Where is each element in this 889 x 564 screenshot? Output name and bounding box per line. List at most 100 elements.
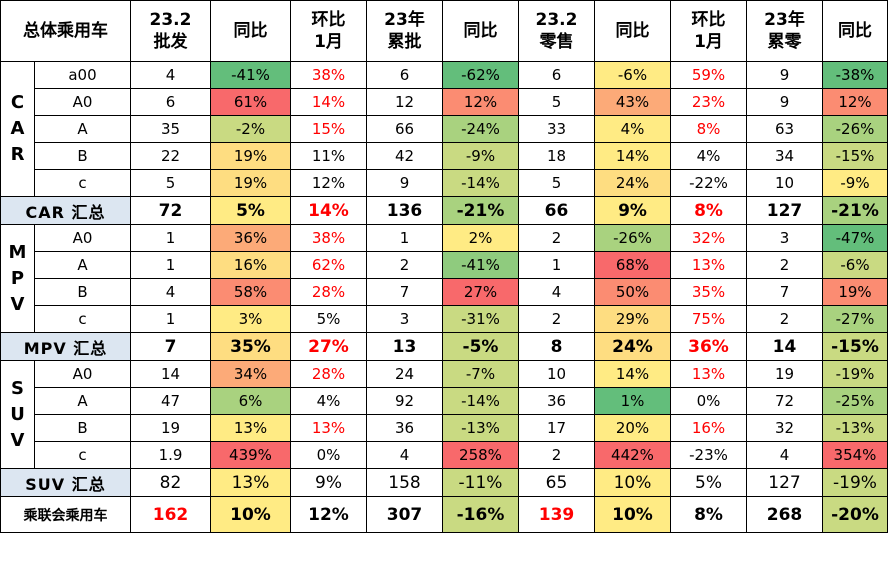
header-retail-mom: 环比 1月 <box>670 0 747 62</box>
cell-cum-wholesale: 2 <box>366 251 443 279</box>
segment-type: A0 <box>34 88 131 116</box>
cell-cum-retail-yoy: 354% <box>822 441 888 469</box>
cell-retail-mom: 13% <box>670 251 747 279</box>
cell-retail-yoy: 4% <box>594 115 671 143</box>
cell-wholesale-yoy: 58% <box>210 278 291 306</box>
passenger-car-sales-table: 总体乘用车 23.2 批发 同比 环比 1月 23年 累批 同比 23.2 零售… <box>0 0 888 533</box>
cell-cum-retail: 7 <box>746 278 823 306</box>
cell-wholesale-yoy: 34% <box>210 360 291 388</box>
cell-cum-retail-yoy: -27% <box>822 305 888 333</box>
cell-retail: 2 <box>518 305 595 333</box>
cell-retail-yoy: 1% <box>594 387 671 415</box>
table-row: A0 6 61% 14% 12 12% 5 43% 23% 9 12% <box>1 88 888 116</box>
total-retail-yoy: 10% <box>594 496 671 533</box>
cell-cum-retail-yoy: -26% <box>822 115 888 143</box>
cell-cum-retail: 63 <box>746 115 823 143</box>
summary-cum-retail: 127 <box>746 468 823 497</box>
cell-cum-retail: 19 <box>746 360 823 388</box>
summary-cum-retail: 14 <box>746 332 823 361</box>
summary-wholesale: 7 <box>130 332 211 361</box>
cell-cum-retail: 9 <box>746 88 823 116</box>
summary-cum-retail-yoy: -21% <box>822 196 888 225</box>
cell-cum-wholesale-yoy: 12% <box>442 88 519 116</box>
cell-retail-mom: 23% <box>670 88 747 116</box>
segment-type: B <box>34 142 131 170</box>
cell-retail-yoy: 43% <box>594 88 671 116</box>
cell-retail: 2 <box>518 224 595 252</box>
cell-wholesale-mom: 28% <box>290 360 367 388</box>
cell-cum-wholesale-yoy: -7% <box>442 360 519 388</box>
cell-cum-wholesale: 12 <box>366 88 443 116</box>
cell-retail-yoy: 29% <box>594 305 671 333</box>
cell-cum-wholesale-yoy: -62% <box>442 61 519 89</box>
cell-retail: 33 <box>518 115 595 143</box>
summary-cum-retail: 127 <box>746 196 823 225</box>
summary-cum-wholesale-yoy: -21% <box>442 196 519 225</box>
summary-retail: 65 <box>518 468 595 497</box>
cell-retail: 36 <box>518 387 595 415</box>
cell-retail-yoy: 20% <box>594 414 671 442</box>
cell-cum-retail-yoy: -9% <box>822 169 888 197</box>
summary-retail-mom: 8% <box>670 196 747 225</box>
cell-retail: 5 <box>518 88 595 116</box>
segment-type: A <box>34 251 131 279</box>
cell-cum-wholesale-yoy: 27% <box>442 278 519 306</box>
total-cum-wholesale: 307 <box>366 496 443 533</box>
total-retail: 139 <box>518 496 595 533</box>
cell-wholesale: 1 <box>130 251 211 279</box>
cell-wholesale: 14 <box>130 360 211 388</box>
cell-cum-wholesale: 36 <box>366 414 443 442</box>
header-cum-retail: 23年 累零 <box>746 0 823 62</box>
cell-wholesale-yoy: 6% <box>210 387 291 415</box>
cell-retail: 6 <box>518 61 595 89</box>
summary-wholesale-mom: 9% <box>290 468 367 497</box>
cell-wholesale-mom: 11% <box>290 142 367 170</box>
table-row: M P V A0 1 36% 38% 1 2% 2 -26% 32% 3 -47% <box>0 224 888 333</box>
cell-retail: 2 <box>518 441 595 469</box>
summary-wholesale-mom: 27% <box>290 332 367 361</box>
cell-retail: 17 <box>518 414 595 442</box>
header-cum-retail-yoy: 同比 <box>822 0 888 62</box>
summary-wholesale: 72 <box>130 196 211 225</box>
cell-wholesale-mom: 38% <box>290 61 367 89</box>
cell-wholesale: 1 <box>130 224 211 252</box>
cell-cum-wholesale: 6 <box>366 61 443 89</box>
cell-cum-retail: 2 <box>746 251 823 279</box>
table-row: A 47 6% 4% 92 -14% 36 1% 0% 72 -25% <box>1 387 888 415</box>
summary-wholesale: 82 <box>130 468 211 497</box>
table-row: c 1.9 439% 0% 4 258% 2 442% -23% 4 354% <box>1 441 888 469</box>
cell-cum-wholesale-yoy: 2% <box>442 224 519 252</box>
cell-cum-wholesale: 42 <box>366 142 443 170</box>
cell-cum-wholesale-yoy: 258% <box>442 441 519 469</box>
cell-cum-retail: 72 <box>746 387 823 415</box>
summary-retail-mom: 5% <box>670 468 747 497</box>
table-row: S U V A0 14 34% 28% 24 -7% 10 14% 13% 19 -19% <box>0 360 888 469</box>
cell-cum-retail-yoy: -25% <box>822 387 888 415</box>
category-label-car: C A R <box>0 61 35 197</box>
total-wholesale-yoy: 10% <box>210 496 291 533</box>
cell-wholesale-yoy: 3% <box>210 305 291 333</box>
summary-cum-wholesale: 13 <box>366 332 443 361</box>
total-cum-retail-yoy: -20% <box>822 496 888 533</box>
cell-cum-retail-yoy: -6% <box>822 251 888 279</box>
summary-label: CAR 汇总 <box>0 196 131 225</box>
cell-wholesale-mom: 12% <box>290 169 367 197</box>
cell-cum-retail: 2 <box>746 305 823 333</box>
cell-wholesale: 6 <box>130 88 211 116</box>
summary-retail-mom: 36% <box>670 332 747 361</box>
cell-retail-yoy: 24% <box>594 169 671 197</box>
cell-retail: 18 <box>518 142 595 170</box>
summary-retail: 66 <box>518 196 595 225</box>
cell-retail-mom: -23% <box>670 441 747 469</box>
cell-retail-mom: -22% <box>670 169 747 197</box>
cell-cum-wholesale: 66 <box>366 115 443 143</box>
grand-total-row: 乘联会乘用车 162 10% 12% 307 -16% 139 10% 8% 268 -20% <box>0 496 888 533</box>
header-cum-wholesale-yoy: 同比 <box>442 0 519 62</box>
cell-retail-mom: 0% <box>670 387 747 415</box>
summary-label: SUV 汇总 <box>0 468 131 497</box>
cell-cum-wholesale: 24 <box>366 360 443 388</box>
summary-cum-wholesale: 136 <box>366 196 443 225</box>
cell-cum-wholesale-yoy: -9% <box>442 142 519 170</box>
summary-cum-retail-yoy: -19% <box>822 468 888 497</box>
